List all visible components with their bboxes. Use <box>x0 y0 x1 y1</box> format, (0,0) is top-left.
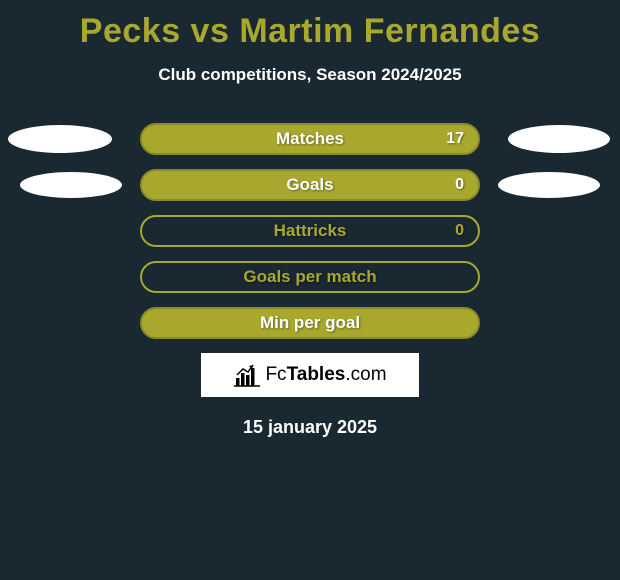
stat-bar: Matches17 <box>140 123 480 155</box>
player-marker-right <box>508 125 610 153</box>
stat-row: Matches17 <box>0 123 620 155</box>
page-title: Pecks vs Martim Fernandes <box>0 0 620 51</box>
stat-row: Min per goal <box>0 307 620 339</box>
player-marker-right <box>498 172 600 198</box>
stats-chart: Matches17Goals0Hattricks0Goals per match… <box>0 123 620 339</box>
stat-label: Hattricks <box>142 221 478 241</box>
stat-bar: Goals0 <box>140 169 480 201</box>
stat-label: Matches <box>142 129 478 149</box>
logo-text: FcTables.com <box>265 364 386 386</box>
stat-value: 17 <box>446 130 464 148</box>
stat-row: Goals per match <box>0 261 620 293</box>
page-subtitle: Club competitions, Season 2024/2025 <box>0 65 620 85</box>
stat-label: Goals <box>142 175 478 195</box>
logo-badge: FcTables.com <box>201 353 419 397</box>
stat-row: Goals0 <box>0 169 620 201</box>
stat-bar: Goals per match <box>140 261 480 293</box>
player-marker-left <box>8 125 112 153</box>
player-marker-left <box>20 172 122 198</box>
bars-chart-icon <box>233 363 261 387</box>
logo-tables: Tables <box>287 364 346 385</box>
stat-bar: Hattricks0 <box>140 215 480 247</box>
logo-fc: Fc <box>265 364 286 385</box>
stat-row: Hattricks0 <box>0 215 620 247</box>
logo-com: .com <box>345 364 386 385</box>
stat-value: 0 <box>455 176 464 194</box>
stat-bar: Min per goal <box>140 307 480 339</box>
snapshot-date: 15 january 2025 <box>0 417 620 438</box>
stat-value: 0 <box>455 222 464 240</box>
stat-label: Min per goal <box>142 313 478 333</box>
stat-label: Goals per match <box>142 267 478 287</box>
